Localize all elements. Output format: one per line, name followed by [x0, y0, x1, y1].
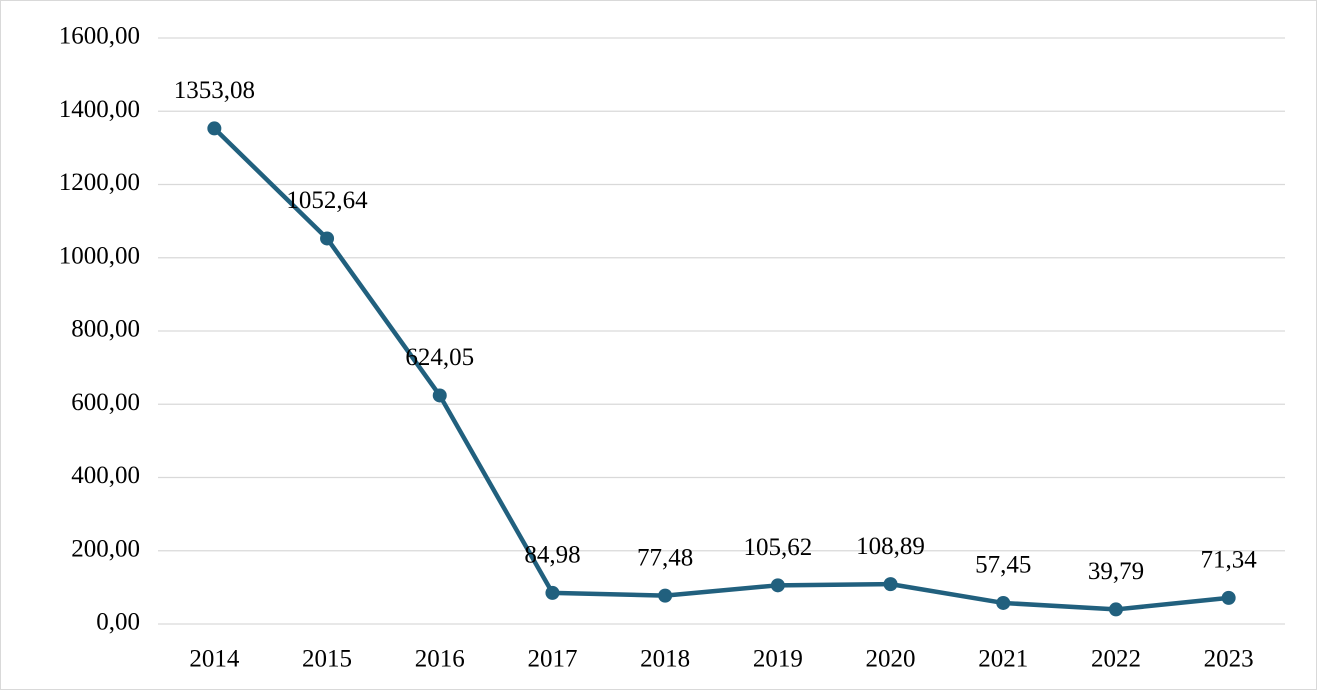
- x-tick-label: 2015: [302, 646, 352, 673]
- data-point: [770, 578, 785, 593]
- x-tick-label: 2017: [527, 646, 577, 673]
- x-tick-label: 2022: [1091, 646, 1141, 673]
- data-label: 1052,64: [286, 187, 368, 214]
- x-tick-label: 2023: [1204, 646, 1254, 673]
- data-label: 57,45: [975, 552, 1031, 579]
- data-point: [883, 577, 898, 592]
- data-point: [207, 121, 222, 136]
- x-tick-label: 2021: [978, 646, 1028, 673]
- x-tick-label: 2019: [753, 646, 803, 673]
- x-tick-label: 2016: [415, 646, 465, 673]
- data-label: 624,05: [405, 344, 474, 371]
- data-label: 105,62: [743, 534, 812, 561]
- data-point: [432, 388, 447, 403]
- y-tick-label: 1200,00: [59, 169, 140, 196]
- data-label: 108,89: [856, 533, 925, 560]
- data-label: 39,79: [1088, 558, 1144, 585]
- y-tick-label: 1000,00: [59, 242, 140, 269]
- y-tick-label: 600,00: [71, 389, 140, 416]
- x-tick-label: 2014: [189, 646, 240, 673]
- y-tick-label: 0,00: [96, 609, 140, 636]
- data-label: 1353,08: [174, 77, 255, 104]
- data-point: [545, 585, 560, 600]
- data-point: [1221, 590, 1236, 605]
- data-line: [212, 126, 1229, 612]
- data-point: [1108, 602, 1123, 617]
- y-tick-label: 1600,00: [59, 23, 140, 50]
- data-point: [658, 588, 673, 603]
- y-tick-label: 1400,00: [59, 96, 140, 123]
- data-point: [320, 231, 335, 246]
- y-tick-label: 800,00: [71, 316, 140, 343]
- x-tick-label: 2018: [640, 646, 690, 673]
- data-point: [996, 595, 1011, 610]
- data-label: 71,34: [1201, 547, 1258, 574]
- y-tick-label: 200,00: [71, 535, 140, 562]
- data-label: 84,98: [524, 542, 580, 569]
- data-label: 77,48: [637, 544, 693, 571]
- x-tick-label: 2020: [866, 646, 916, 673]
- y-tick-label: 400,00: [71, 462, 140, 489]
